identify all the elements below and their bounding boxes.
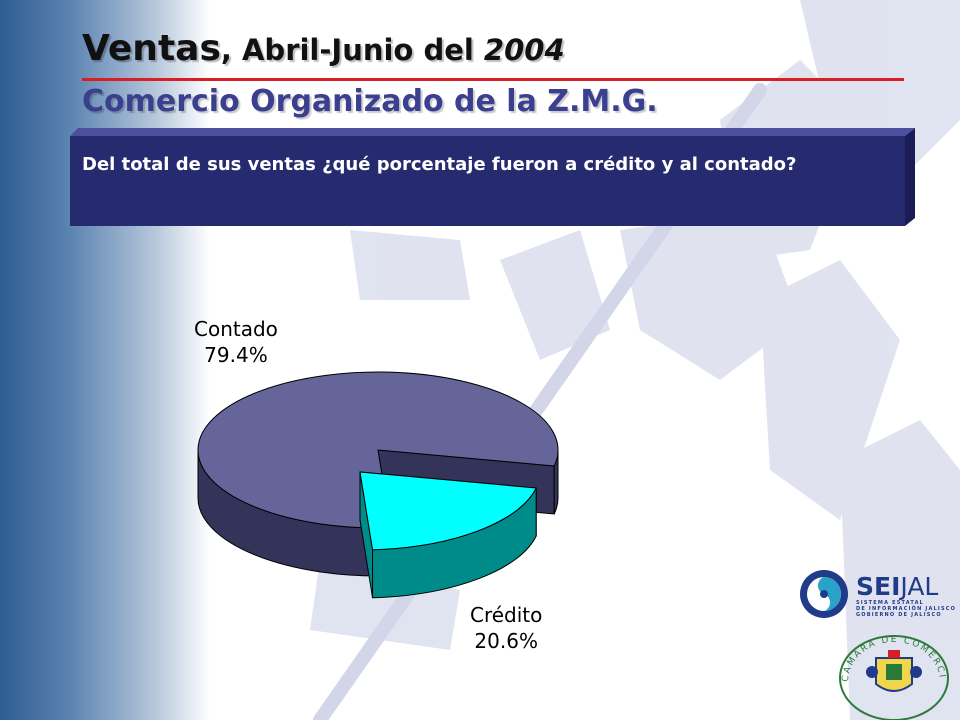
slice-name-credito: Crédito [470, 603, 543, 627]
slice-label-credito: Crédito 20.6% [470, 602, 542, 654]
seijal-name-bold: SEI [856, 572, 901, 601]
pie-slice-crdito [359, 471, 537, 551]
title-rule [82, 78, 904, 81]
question-text: Del total de sus ventas ¿qué porcentaje … [82, 154, 797, 175]
seijal-emblem-icon [800, 570, 848, 618]
question-box: Del total de sus ventas ¿qué porcentaje … [70, 136, 905, 226]
slice-value-credito: 20.6% [474, 629, 538, 653]
seijal-name-regular: JAL [900, 572, 939, 601]
question-panel-bevel [70, 128, 915, 226]
question-panel: Del total de sus ventas ¿qué porcentaje … [70, 128, 915, 228]
slide-subtitle: Comercio Organizado de la Z.M.G. [82, 84, 658, 119]
watermark-figure-icon [310, 0, 960, 720]
title-period: , Abril-Junio del [220, 33, 484, 67]
slice-name-contado: Contado [194, 317, 278, 341]
slide-title: Ventas, Abril-Junio del 2004 [82, 28, 565, 69]
slice-label-contado: Contado 79.4% [194, 316, 278, 368]
pie-chart-svg [197, 371, 559, 599]
title-year: 2004 [483, 33, 565, 67]
pie-chart: Contado 79.4% Crédito 20.6% [180, 300, 600, 670]
pie-slice-contado [197, 371, 559, 529]
seijal-line-2: DE INFORMACIÓN JALISCO [856, 606, 957, 612]
slice-value-contado: 79.4% [204, 343, 268, 367]
seijal-logo: SEIJAL SISTEMA ESTATAL DE INFORMACIÓN JA… [798, 566, 956, 622]
seijal-name: SEIJAL [856, 574, 956, 600]
camara-comercio-logo: CAMARA DE COMERCIO DE GUADALAJARA [829, 617, 954, 721]
camara-seal-icon: CAMARA DE COMERCIO DE GUADALAJARA [829, 617, 949, 721]
side-gradient-band [0, 0, 210, 720]
seijal-wordmark: SEIJAL SISTEMA ESTATAL DE INFORMACIÓN JA… [856, 574, 957, 619]
seijal-line-3: GOBIERNO DE JALISCO [856, 612, 942, 618]
title-main: Ventas [82, 28, 221, 69]
seijal-line-1: SISTEMA ESTATAL [856, 600, 925, 606]
